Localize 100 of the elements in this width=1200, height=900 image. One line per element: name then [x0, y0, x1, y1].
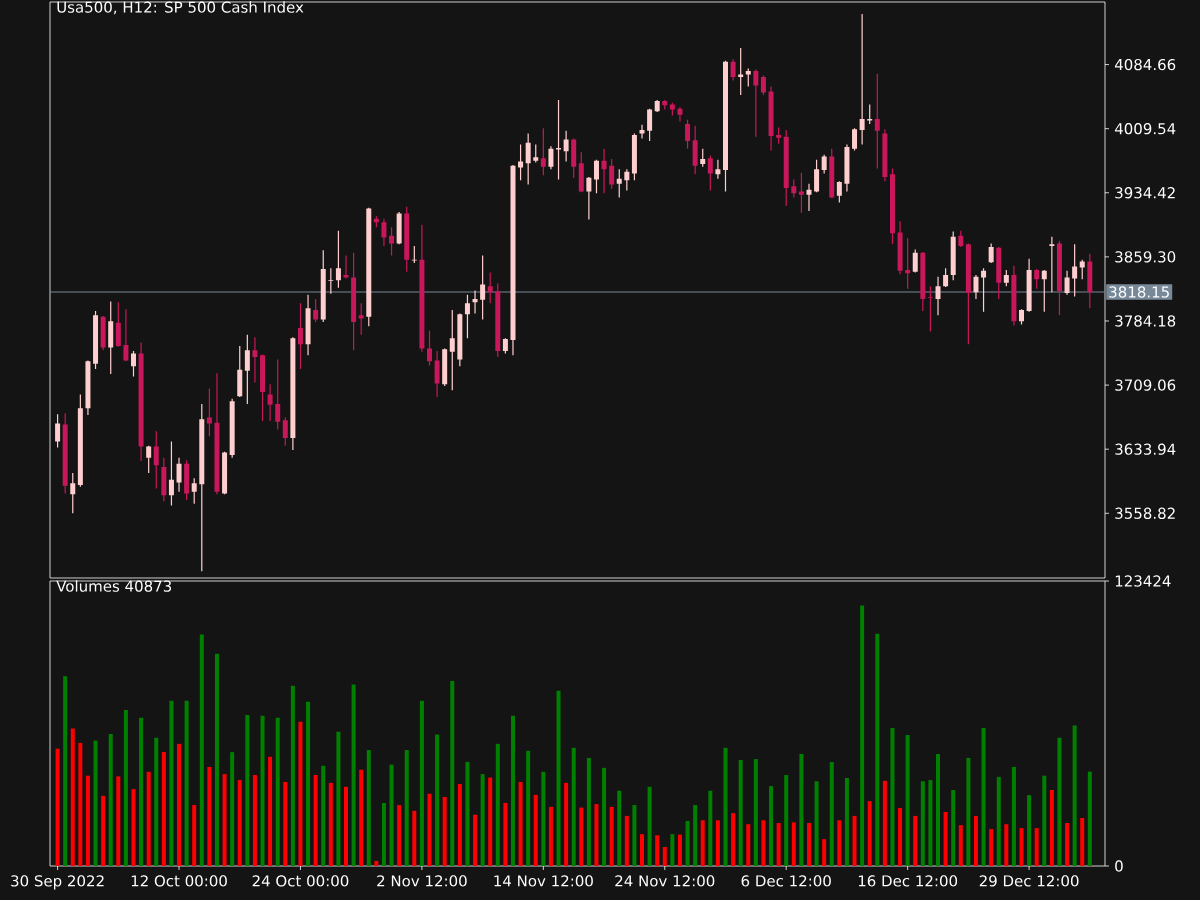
bar — [450, 681, 455, 866]
candlestick — [791, 179, 797, 198]
bar — [791, 822, 796, 866]
candlestick — [1079, 259, 1085, 280]
y-tick-label: 3934.42 — [1115, 187, 1175, 199]
chart-title: Volumes 40873 — [56, 580, 172, 592]
candlestick — [282, 417, 288, 446]
bar — [177, 743, 182, 866]
bar — [822, 839, 827, 866]
bar — [207, 766, 212, 866]
bar — [161, 751, 166, 866]
candlestick — [920, 252, 926, 311]
candlestick — [1003, 269, 1009, 287]
candlestick — [404, 206, 410, 272]
bar — [753, 759, 758, 866]
bar — [571, 747, 576, 866]
bar — [875, 633, 880, 866]
candlestick — [533, 144, 539, 163]
bar — [586, 757, 591, 866]
bar — [799, 754, 804, 866]
bar — [958, 825, 963, 866]
bar — [85, 775, 90, 866]
bar — [245, 714, 250, 866]
bar — [844, 778, 849, 866]
bar — [814, 781, 819, 866]
bar — [116, 776, 121, 866]
candlestick — [184, 460, 190, 501]
bar — [351, 684, 356, 866]
bar — [700, 820, 705, 866]
bar — [966, 757, 971, 866]
bar — [624, 815, 629, 866]
bar — [617, 790, 622, 866]
candlestick — [609, 159, 615, 189]
bar — [602, 767, 607, 866]
candlestick — [685, 119, 691, 149]
candlestick — [487, 272, 493, 304]
bar — [404, 750, 409, 866]
candlestick — [943, 268, 949, 287]
candlestick — [237, 345, 243, 398]
candlestick — [821, 154, 827, 174]
candlestick — [806, 183, 812, 212]
candlestick — [396, 211, 402, 245]
candlestick — [616, 169, 622, 198]
candlestick — [540, 128, 546, 176]
candlestick — [275, 359, 281, 430]
candlestick — [593, 159, 599, 194]
candlestick — [199, 403, 205, 572]
candlestick — [449, 310, 455, 391]
candlestick — [55, 414, 61, 448]
candlestick — [502, 338, 508, 354]
candlestick — [130, 351, 136, 377]
y-tick-label: 4084.66 — [1114, 58, 1176, 71]
bar — [761, 820, 766, 866]
bar — [93, 740, 98, 866]
bar — [943, 811, 948, 866]
candlestick — [1064, 270, 1070, 295]
bar — [495, 743, 500, 866]
bar — [693, 805, 698, 866]
bar — [973, 815, 978, 866]
bar — [336, 731, 341, 866]
bar — [108, 733, 113, 866]
candlestick — [586, 176, 592, 220]
y-tick-label: 123424 — [1115, 575, 1171, 587]
bar — [488, 777, 493, 866]
bar — [890, 727, 895, 866]
bar — [564, 782, 569, 866]
bar — [776, 823, 781, 866]
candlestick — [244, 334, 250, 404]
bar — [852, 815, 857, 866]
candlestick — [518, 144, 524, 181]
bar — [518, 781, 523, 866]
bar — [101, 795, 106, 866]
bar — [154, 737, 159, 866]
candlestick — [723, 60, 728, 192]
bar — [920, 781, 925, 866]
candlestick — [601, 148, 607, 194]
bar — [381, 802, 386, 866]
candlestick — [829, 148, 835, 199]
bar — [723, 747, 728, 866]
candlestick — [548, 146, 554, 170]
bar — [55, 748, 60, 866]
candlestick — [335, 230, 341, 288]
bar — [1034, 828, 1039, 866]
bar — [214, 653, 219, 866]
bar — [594, 804, 599, 866]
bar — [715, 820, 720, 866]
x-tick-label: 24 Oct 00:00 — [252, 875, 349, 887]
y-tick-label: 3709.06 — [1115, 379, 1176, 391]
candlestick — [882, 129, 888, 182]
candlestick — [814, 159, 820, 193]
bar — [670, 834, 675, 866]
bar — [199, 634, 204, 866]
candlestick — [981, 268, 987, 312]
bar — [867, 801, 872, 866]
candlestick — [85, 360, 91, 416]
bar — [609, 806, 614, 866]
candlestick — [305, 294, 311, 356]
candlestick — [844, 144, 850, 192]
y-tick-label: 3633.94 — [1115, 443, 1176, 455]
candlestick — [996, 246, 1002, 299]
